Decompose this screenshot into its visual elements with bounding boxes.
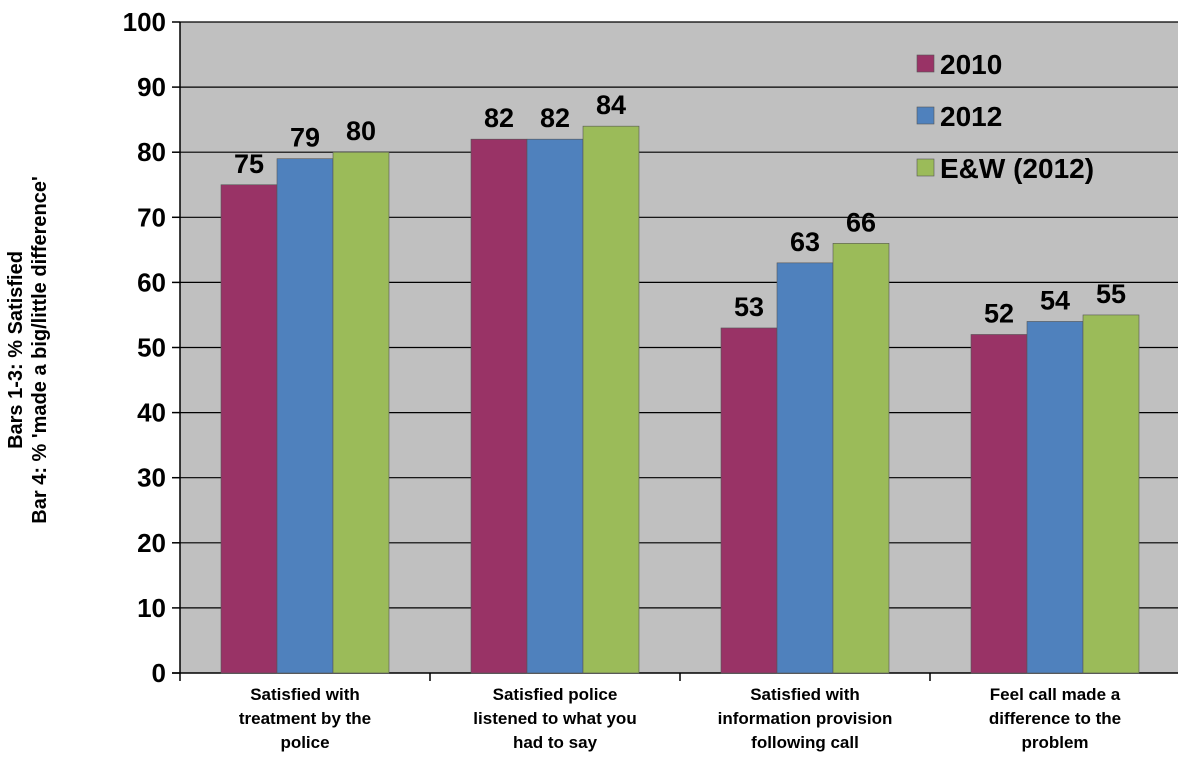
bar-2010 [721,328,777,673]
y-tick-label: 10 [137,593,166,623]
data-label: 66 [846,207,876,237]
data-label: 80 [346,116,376,146]
y-tick-label: 80 [137,137,166,167]
bar-e-w-2012- [583,126,639,673]
y-tick-label: 0 [152,658,166,688]
y-tick-label: 40 [137,398,166,428]
x-tick-label: problem [1021,733,1088,752]
bar-2010 [221,185,277,673]
y-tick-label: 90 [137,72,166,102]
data-label: 52 [984,298,1014,328]
y-tick-label: 60 [137,267,166,297]
x-tick-label: Satisfied with [750,685,860,704]
y-axis-label-line1: Bars 1-3: % Satisfied [5,251,27,449]
y-tick-label: 100 [123,7,166,37]
data-label: 54 [1040,285,1070,315]
bar-2012 [777,263,833,673]
x-tick-label: Satisfied police [493,685,618,704]
data-label: 84 [596,90,626,120]
bar-2012 [277,159,333,673]
x-tick-label: following call [751,733,859,752]
x-tick-label: listened to what you [473,709,636,728]
bar-2012 [527,139,583,673]
data-label: 82 [540,103,570,133]
bar-e-w-2012- [333,152,389,673]
y-tick-label: 20 [137,528,166,558]
data-label: 53 [734,292,764,322]
data-label: 63 [790,227,820,257]
x-tick-label: Feel call made a [990,685,1121,704]
data-label: 75 [234,149,264,179]
data-label: 55 [1096,279,1126,309]
y-tick-label: 30 [137,463,166,493]
y-tick-label: 50 [137,333,166,363]
y-axis-label-line2: Bar 4: % 'made a big/little difference' [29,176,51,523]
x-tick-label: had to say [513,733,598,752]
bar-2012 [1027,321,1083,673]
x-tick-label: police [280,733,329,752]
x-tick-label: information provision [718,709,893,728]
bar-2010 [971,334,1027,673]
legend-label: E&W (2012) [940,153,1094,184]
legend-swatch [917,107,934,124]
x-tick-label: treatment by the [239,709,371,728]
legend-swatch [917,159,934,176]
bar-2010 [471,139,527,673]
x-tick-label: difference to the [989,709,1121,728]
data-label: 82 [484,103,514,133]
data-label: 79 [290,123,320,153]
legend-label: 2012 [940,101,1002,132]
y-tick-label: 70 [137,202,166,232]
legend-label: 2010 [940,49,1002,80]
legend-swatch [917,55,934,72]
bar-e-w-2012- [833,243,889,673]
x-tick-label: Satisfied with [250,685,360,704]
bar-e-w-2012- [1083,315,1139,673]
